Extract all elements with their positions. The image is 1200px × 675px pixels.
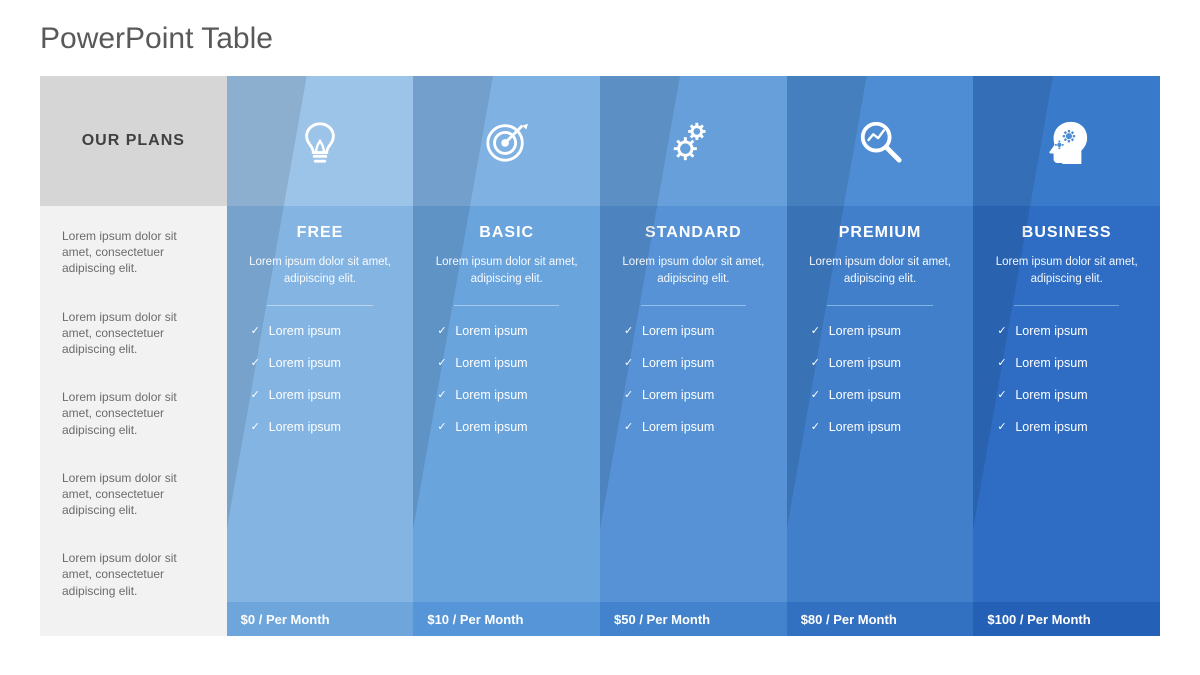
plan-price: $10 / Per Month: [413, 602, 600, 636]
analytics-magnifier-icon: [857, 118, 903, 164]
plan-separator: [1014, 305, 1119, 306]
plan-feature: Lorem ipsum: [624, 356, 769, 370]
plan-feature: Lorem ipsum: [624, 420, 769, 434]
plan-feature-list: Lorem ipsum Lorem ipsum Lorem ipsum Lorem i…: [618, 324, 769, 434]
plan-body: PREMIUM Lorem ipsum dolor sit amet, adipi…: [787, 206, 974, 602]
plan-header: [413, 76, 600, 206]
plan-description: Lorem ipsum dolor sit amet, adipiscing e…: [991, 254, 1142, 287]
plan-feature: Lorem ipsum: [437, 420, 582, 434]
plan-feature: Lorem ipsum: [811, 324, 956, 338]
plan-feature: Lorem ipsum: [437, 324, 582, 338]
plan-price: $50 / Per Month: [600, 602, 787, 636]
plan-separator: [641, 305, 746, 306]
plan-header: [973, 76, 1160, 206]
plan-feature-list: Lorem ipsum Lorem ipsum Lorem ipsum Lorem i…: [991, 324, 1142, 434]
plan-separator: [827, 305, 932, 306]
intro-body: Lorem ipsum dolor sit amet, consectetuer…: [40, 206, 227, 636]
plan-name: FREE: [245, 224, 396, 242]
plan-column-premium: PREMIUM Lorem ipsum dolor sit amet, adipi…: [787, 76, 974, 636]
plan-feature: Lorem ipsum: [437, 388, 582, 402]
plan-feature: Lorem ipsum: [811, 356, 956, 370]
intro-row: Lorem ipsum dolor sit amet, consectetuer…: [62, 389, 207, 438]
plan-name: STANDARD: [618, 224, 769, 242]
lightbulb-icon: [297, 118, 343, 164]
plan-description: Lorem ipsum dolor sit amet, adipiscing e…: [618, 254, 769, 287]
plan-feature-list: Lorem ipsum Lorem ipsum Lorem ipsum Lorem i…: [431, 324, 582, 434]
plan-header: [227, 76, 414, 206]
plan-feature: Lorem ipsum: [624, 324, 769, 338]
plan-price: $0 / Per Month: [227, 602, 414, 636]
plan-feature: Lorem ipsum: [811, 420, 956, 434]
head-gears-icon: [1044, 118, 1090, 164]
plan-body: BASIC Lorem ipsum dolor sit amet, adipisc…: [413, 206, 600, 602]
plan-header: [787, 76, 974, 206]
plan-column-standard: STANDARD Lorem ipsum dolor sit amet, adip…: [600, 76, 787, 636]
plan-name: PREMIUM: [805, 224, 956, 242]
plan-price: $80 / Per Month: [787, 602, 974, 636]
plan-price: $100 / Per Month: [973, 602, 1160, 636]
plan-column-business: BUSINESS Lorem ipsum dolor sit amet, adip…: [973, 76, 1160, 636]
plan-feature: Lorem ipsum: [811, 388, 956, 402]
plan-body: FREE Lorem ipsum dolor sit amet, adipisci…: [227, 206, 414, 602]
plan-feature: Lorem ipsum: [997, 420, 1142, 434]
plan-separator: [454, 305, 559, 306]
slide-title: PowerPoint Table: [0, 0, 1200, 66]
plan-separator: [267, 305, 372, 306]
plan-body: STANDARD Lorem ipsum dolor sit amet, adip…: [600, 206, 787, 602]
plan-description: Lorem ipsum dolor sit amet, adipiscing e…: [805, 254, 956, 287]
plan-feature: Lorem ipsum: [997, 356, 1142, 370]
plan-feature: Lorem ipsum: [624, 388, 769, 402]
plan-feature: Lorem ipsum: [251, 388, 396, 402]
plan-feature-list: Lorem ipsum Lorem ipsum Lorem ipsum Lorem i…: [245, 324, 396, 434]
intro-header-label: OUR PLANS: [82, 132, 185, 150]
intro-row: Lorem ipsum dolor sit amet, consectetuer…: [62, 470, 207, 519]
plan-body: BUSINESS Lorem ipsum dolor sit amet, adip…: [973, 206, 1160, 602]
plan-column-basic: BASIC Lorem ipsum dolor sit amet, adipisc…: [413, 76, 600, 636]
plan-feature: Lorem ipsum: [997, 324, 1142, 338]
intro-row: Lorem ipsum dolor sit amet, consectetuer…: [62, 550, 207, 599]
pricing-table: OUR PLANS Lorem ipsum dolor sit amet, co…: [40, 76, 1160, 636]
plan-feature: Lorem ipsum: [251, 324, 396, 338]
intro-header: OUR PLANS: [40, 76, 227, 206]
intro-row: Lorem ipsum dolor sit amet, consectetuer…: [62, 228, 207, 277]
gears-icon: [670, 118, 716, 164]
plan-feature: Lorem ipsum: [251, 356, 396, 370]
plan-description: Lorem ipsum dolor sit amet, adipiscing e…: [245, 254, 396, 287]
plan-feature-list: Lorem ipsum Lorem ipsum Lorem ipsum Lorem i…: [805, 324, 956, 434]
plan-name: BASIC: [431, 224, 582, 242]
target-icon: [484, 118, 530, 164]
plan-name: BUSINESS: [991, 224, 1142, 242]
plan-feature: Lorem ipsum: [251, 420, 396, 434]
plan-header: [600, 76, 787, 206]
plan-feature: Lorem ipsum: [437, 356, 582, 370]
intro-row: Lorem ipsum dolor sit amet, consectetuer…: [62, 309, 207, 358]
plan-column-free: FREE Lorem ipsum dolor sit amet, adipisci…: [227, 76, 414, 636]
plan-feature: Lorem ipsum: [997, 388, 1142, 402]
intro-column: OUR PLANS Lorem ipsum dolor sit amet, co…: [40, 76, 227, 636]
plan-description: Lorem ipsum dolor sit amet, adipiscing e…: [431, 254, 582, 287]
